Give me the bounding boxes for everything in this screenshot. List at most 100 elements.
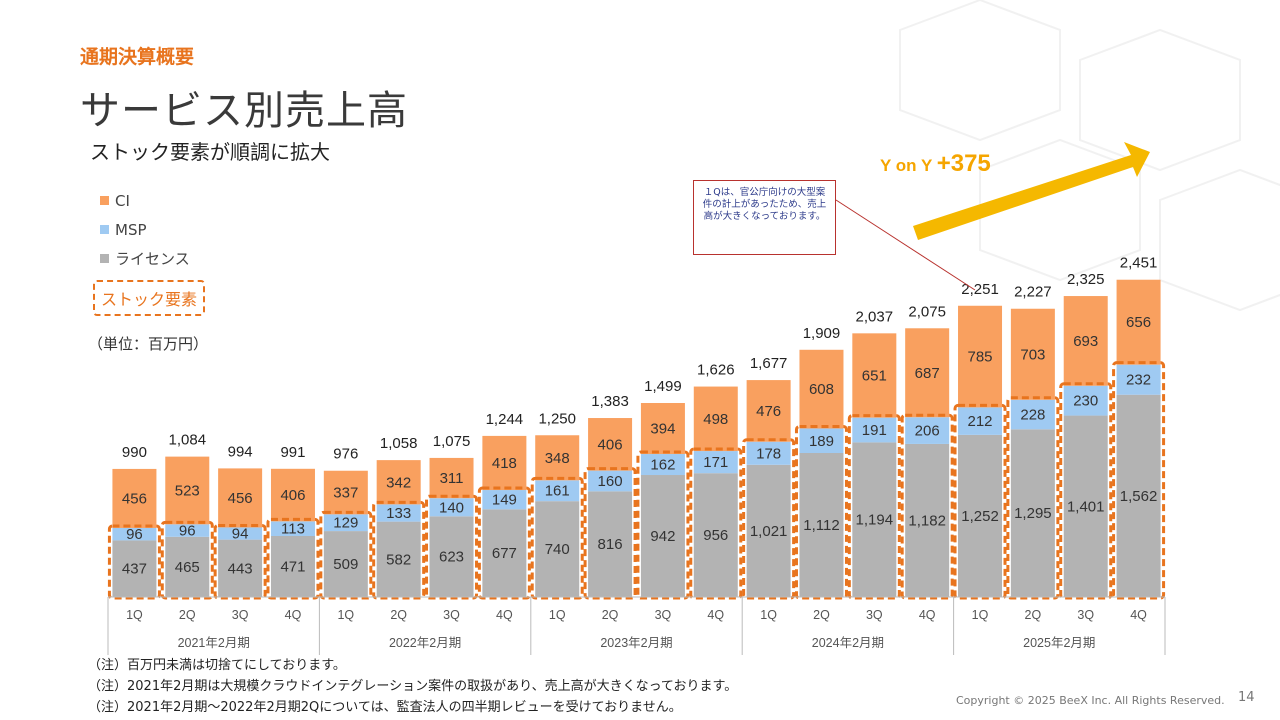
x-tick-label: 2Q <box>1025 608 1042 622</box>
x-tick-label: 4Q <box>707 608 724 622</box>
data-label-ci: 337 <box>333 485 358 502</box>
yoy-label: Y on Y +375 <box>880 150 991 177</box>
data-label-msp: 206 <box>915 423 940 440</box>
stock-outline <box>477 486 531 600</box>
data-label-license: 677 <box>492 545 517 562</box>
data-label-ci: 703 <box>1020 346 1045 363</box>
data-label-ci: 523 <box>175 482 200 499</box>
total-label: 1,383 <box>591 393 629 410</box>
bar-ci <box>905 328 950 418</box>
data-label-ci: 394 <box>650 421 675 438</box>
stock-outline <box>160 520 214 600</box>
bar-ci <box>535 435 580 481</box>
data-label-license: 1,021 <box>750 523 788 540</box>
bar-license <box>1063 415 1108 597</box>
data-label-msp: 162 <box>650 457 675 474</box>
callout-connector <box>835 199 976 291</box>
x-tick-label: 3Q <box>866 608 883 622</box>
bar-ci <box>1116 279 1161 365</box>
legend-label-license: ライセンス <box>115 250 190 268</box>
x-tick-label: 1Q <box>549 608 566 622</box>
stock-outline <box>1112 361 1166 600</box>
x-tick-label: 1Q <box>972 608 989 622</box>
bar-license <box>588 491 633 597</box>
data-label-license: 816 <box>598 536 623 553</box>
section-label: 通期決算概要 <box>80 46 195 68</box>
stock-element-legend: ストック要素 <box>93 280 205 316</box>
data-label-license: 465 <box>175 559 200 576</box>
legend-item-license: ライセンス <box>100 244 190 273</box>
footnote-3: （注）2021年2月期～2022年2月期2Qについては、監査法人の四半期レビュー… <box>88 700 682 715</box>
stock-outline <box>636 450 690 600</box>
bar-ci <box>958 305 1003 408</box>
legend-swatch-ci <box>100 196 109 205</box>
data-label-ci: 406 <box>280 487 305 504</box>
stock-outline <box>1006 396 1060 600</box>
bar-msp <box>429 498 474 517</box>
data-label-ci: 456 <box>228 490 253 507</box>
total-label: 991 <box>280 444 305 461</box>
stock-outline <box>742 438 796 600</box>
bar-license <box>905 443 950 597</box>
bar-ci <box>429 457 474 499</box>
bar-msp <box>1010 399 1055 430</box>
data-label-msp: 149 <box>492 492 517 509</box>
data-label-msp: 189 <box>809 433 834 450</box>
data-label-license: 471 <box>280 559 305 576</box>
data-label-msp: 133 <box>386 505 411 522</box>
data-label-ci: 342 <box>386 474 411 491</box>
data-label-ci: 785 <box>968 349 993 366</box>
data-label-msp: 232 <box>1126 372 1151 389</box>
page-number: 14 <box>1238 690 1255 705</box>
bar-msp <box>535 480 580 502</box>
stock-outline <box>953 403 1007 600</box>
bar-ci <box>270 468 315 522</box>
legend-label-ci: CI <box>115 191 130 210</box>
bar-license <box>218 539 263 597</box>
data-label-ci: 687 <box>915 365 940 382</box>
x-tick-label: 4Q <box>496 608 513 622</box>
total-label: 976 <box>333 446 358 463</box>
stock-outline <box>319 510 373 600</box>
x-tick-label: 1Q <box>126 608 143 622</box>
data-label-ci: 456 <box>122 490 147 507</box>
x-group-label: 2025年2月期 <box>1023 636 1095 650</box>
total-label: 990 <box>122 444 147 461</box>
yoy-value: +375 <box>937 150 991 177</box>
legend-item-msp: MSP <box>100 215 190 244</box>
data-label-ci: 418 <box>492 455 517 472</box>
bar-ci <box>746 380 791 442</box>
data-label-license: 1,182 <box>908 512 946 529</box>
stock-outline <box>794 425 848 600</box>
data-label-ci: 693 <box>1073 333 1098 350</box>
total-label: 1,075 <box>433 433 471 450</box>
chart-legend: CI MSP ライセンス <box>100 186 190 273</box>
bar-license <box>376 521 421 597</box>
x-tick-label: 4Q <box>1130 608 1147 622</box>
data-label-msp: 94 <box>232 526 249 543</box>
stock-outline <box>530 476 584 600</box>
data-label-msp: 113 <box>281 521 305 538</box>
data-label-msp: 140 <box>439 499 464 516</box>
total-label: 1,677 <box>750 355 788 372</box>
x-tick-label: 1Q <box>337 608 354 622</box>
bar-ci <box>218 468 263 528</box>
bar-msp <box>905 417 950 444</box>
bar-ci <box>799 349 844 429</box>
total-label: 2,251 <box>961 281 999 298</box>
bar-ci <box>1010 308 1055 400</box>
data-label-license: 1,112 <box>803 517 839 534</box>
bar-license <box>693 473 738 597</box>
total-label: 2,075 <box>908 303 946 320</box>
bar-ci <box>112 468 157 528</box>
footnote-2: （注）2021年2月期は大規模クラウドインテグレーション案件の取扱があり、売上高… <box>88 679 738 694</box>
bar-ci <box>376 460 421 505</box>
bar-msp <box>165 524 210 537</box>
stock-outline <box>372 500 426 600</box>
stock-outline <box>213 523 267 600</box>
stock-outline <box>583 467 637 600</box>
bar-license <box>429 516 474 597</box>
bar-msp <box>376 504 421 522</box>
data-label-msp: 160 <box>598 473 623 490</box>
